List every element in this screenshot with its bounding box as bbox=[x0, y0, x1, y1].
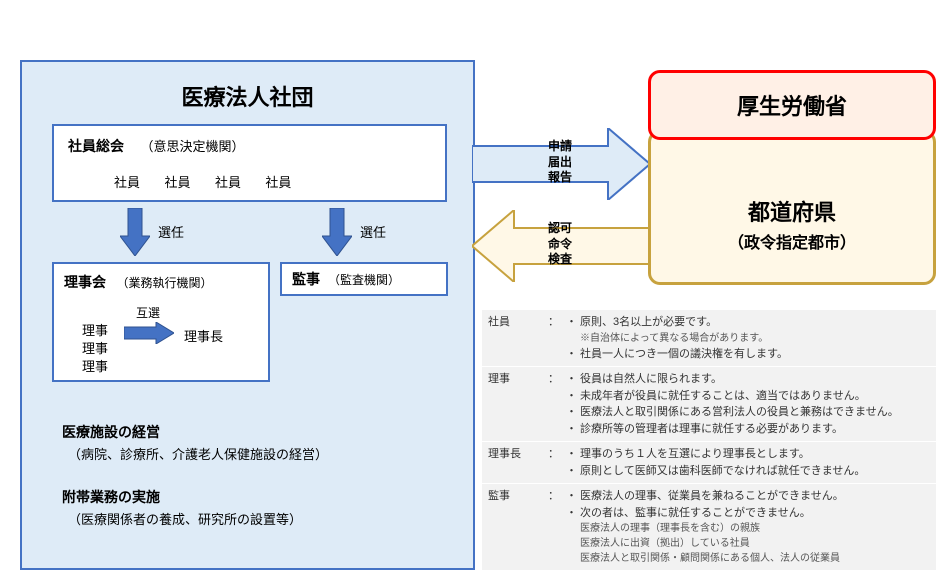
arrow-left-l1: 認可 bbox=[548, 221, 572, 237]
member-3: 社員 bbox=[215, 175, 241, 190]
activity2-desc: （医療関係者の養成、研究所の設置等） bbox=[68, 509, 328, 528]
arrow-right-l2: 届出 bbox=[548, 155, 572, 171]
notes-row: 監事：・ 医療法人の理事、従業員を兼ねることができません。・ 次の者は、監事に就… bbox=[482, 484, 936, 570]
prefecture-text: 都道府県 （政令指定都市） bbox=[651, 195, 933, 253]
prefecture-line1: 都道府県 bbox=[651, 195, 933, 227]
arrow-left-l3: 検査 bbox=[548, 252, 572, 268]
activity1-desc: （病院、診療所、介護老人保健施設の経営） bbox=[68, 444, 328, 463]
director-3: 理事 bbox=[82, 356, 108, 375]
notes-item: ・ 次の者は、監事に就任することができません。 bbox=[566, 505, 930, 522]
member-2: 社員 bbox=[164, 175, 190, 190]
activity2-title: 附帯業務の実施 bbox=[62, 487, 328, 507]
activity1-title: 医療施設の経営 bbox=[62, 422, 328, 442]
notes-item: ・ 原則として医師又は歯科医師でなければ就任できません。 bbox=[566, 463, 930, 480]
general-meeting-box: 社員総会 （意思決定機関） 社員 社員 社員 社員 bbox=[52, 124, 447, 202]
ministry-label: 厚生労働省 bbox=[737, 89, 847, 121]
arrow1-label: 選任 bbox=[158, 222, 184, 241]
chairman-label: 理事長 bbox=[184, 326, 223, 345]
notes-val: ・ 原則、3名以上が必要です。※自治体によって異なる場合があります。・ 社員一人… bbox=[566, 314, 930, 362]
notes-key: 理事長 bbox=[488, 446, 548, 479]
notes-key: 監事 bbox=[488, 488, 548, 566]
notes-row: 理事長：・ 理事のうち１人を互選により理事長とします。・ 原則として医師又は歯科… bbox=[482, 442, 936, 484]
notes-row: 社員：・ 原則、3名以上が必要です。※自治体によって異なる場合があります。・ 社… bbox=[482, 310, 936, 367]
notes-row: 理事：・ 役員は自然人に限られます。・ 未成年者が役員に就任することは、適当では… bbox=[482, 367, 936, 442]
medical-corporation-box: 医療法人社団 社員総会 （意思決定機関） 社員 社員 社員 社員 選任 選任 理… bbox=[20, 60, 475, 570]
board-row: 理事会 （業務執行機関） bbox=[64, 272, 212, 292]
notes-item: ・ 原則、3名以上が必要です。 bbox=[566, 314, 930, 331]
board-label: 理事会 bbox=[64, 274, 106, 290]
ministry-box: 厚生労働省 bbox=[648, 70, 936, 140]
auditor-label: 監事 bbox=[292, 269, 320, 289]
notes-sep: ： bbox=[548, 488, 566, 566]
arrow-left-l2: 命令 bbox=[548, 237, 572, 253]
notes-subitem: 医療法人に出資（拠出）している社員 bbox=[580, 536, 930, 551]
notes-item: ・ 社員一人につき一個の議決権を有します。 bbox=[566, 346, 930, 363]
auditor-box: 監事 （監査機関） bbox=[280, 262, 448, 296]
arrow-right-l1: 申請 bbox=[548, 139, 572, 155]
board-box: 理事会 （業務執行機関） 理事 理事 理事 互選 理事長 bbox=[52, 262, 270, 382]
notes-subitem: 医療法人の理事（理事長を含む）の親族 bbox=[580, 521, 930, 536]
arrow-left-labels: 認可 命令 検査 bbox=[548, 221, 572, 268]
notes-val: ・ 医療法人の理事、従業員を兼ねることができません。・ 次の者は、監事に就任する… bbox=[566, 488, 930, 566]
notes-item: ・ 理事のうち１人を互選により理事長とします。 bbox=[566, 446, 930, 463]
notes-table: 社員：・ 原則、3名以上が必要です。※自治体によって異なる場合があります。・ 社… bbox=[482, 310, 936, 570]
member-4: 社員 bbox=[265, 175, 291, 190]
arrow-right-l3: 報告 bbox=[548, 170, 572, 186]
notes-sep: ： bbox=[548, 446, 566, 479]
arrow2-label: 選任 bbox=[360, 222, 386, 241]
general-meeting-row: 社員総会 （意思決定機関） bbox=[68, 136, 244, 156]
prefecture-box: 都道府県 （政令指定都市） bbox=[648, 130, 936, 285]
notes-sep: ： bbox=[548, 371, 566, 437]
director-1: 理事 bbox=[82, 320, 108, 339]
arrow-down-2-icon bbox=[322, 208, 352, 256]
general-meeting-paren: （意思決定機関） bbox=[140, 139, 244, 154]
notes-item: ・ 医療法人と取引関係にある営利法人の役員と兼務はできません。 bbox=[566, 404, 930, 421]
board-paren: （業務執行機関） bbox=[116, 276, 212, 290]
arrow-right-labels: 申請 届出 報告 bbox=[548, 139, 572, 186]
auditor-paren: （監査機関） bbox=[328, 271, 400, 288]
notes-val: ・ 役員は自然人に限られます。・ 未成年者が役員に就任することは、適当ではありま… bbox=[566, 371, 930, 437]
notes-subitem: 医療法人と取引関係・顧問関係にある個人、法人の従業員 bbox=[580, 551, 930, 566]
notes-item: ・ 診療所等の管理者は理事に就任する必要があります。 bbox=[566, 421, 930, 438]
notes-key: 理事 bbox=[488, 371, 548, 437]
notes-val: ・ 理事のうち１人を互選により理事長とします。・ 原則として医師又は歯科医師でな… bbox=[566, 446, 930, 479]
director-2: 理事 bbox=[82, 338, 108, 357]
general-meeting-label: 社員総会 bbox=[68, 138, 124, 154]
prefecture-line2: （政令指定都市） bbox=[651, 229, 933, 253]
notes-sep: ： bbox=[548, 314, 566, 362]
notes-item: ・ 役員は自然人に限られます。 bbox=[566, 371, 930, 388]
activities: 医療施設の経営 （病院、診療所、介護老人保健施設の経営） 附帯業務の実施 （医療… bbox=[62, 422, 328, 528]
member-1: 社員 bbox=[114, 175, 140, 190]
mutual-label: 互選 bbox=[136, 304, 160, 321]
notes-item: ・ 医療法人の理事、従業員を兼ねることができません。 bbox=[566, 488, 930, 505]
notes-key: 社員 bbox=[488, 314, 548, 362]
notes-item: ・ 未成年者が役員に就任することは、適当ではありません。 bbox=[566, 388, 930, 405]
arrow-down-1-icon bbox=[120, 208, 150, 256]
members-row: 社員 社員 社員 社員 bbox=[114, 172, 291, 192]
arrow-right-mutual-icon bbox=[124, 322, 174, 344]
notes-subitem: ※自治体によって異なる場合があります。 bbox=[580, 331, 930, 346]
main-title: 医療法人社団 bbox=[22, 80, 473, 112]
